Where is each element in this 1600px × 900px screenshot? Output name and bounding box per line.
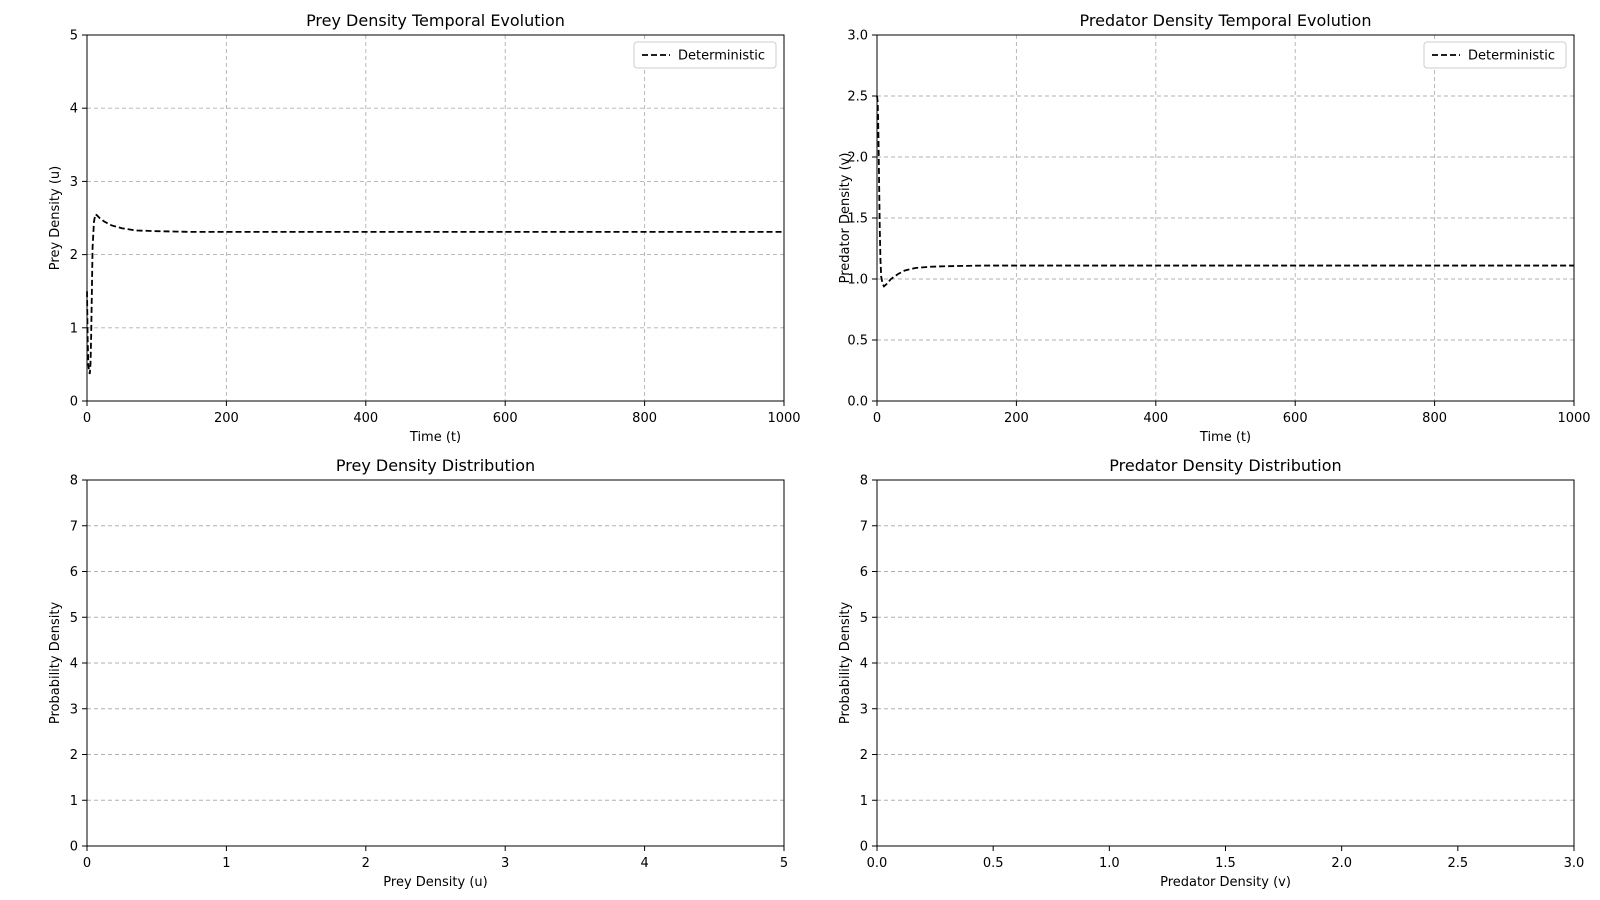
y-tick-label: 5 [860, 611, 868, 626]
chart-panel-3: 0 1 2 3 4 5 0 1 2 3 4 5 6 7 8 Prey Density Distribution… [48, 456, 788, 890]
y-tick-label: 7 [860, 519, 868, 534]
x-tick-label: 1000 [767, 411, 800, 426]
x-tick-label: 400 [353, 411, 378, 426]
x-tick-label: 2 [362, 856, 370, 871]
y-tick-label: 4 [70, 657, 78, 672]
grid [87, 525, 784, 801]
y-tick-label: 5 [70, 611, 78, 626]
y-tick-label: 1 [70, 794, 78, 809]
y-tick-label: 8 [70, 474, 78, 489]
chart-title: Prey Density Temporal Evolution [306, 11, 565, 30]
x-tick-label: 4 [640, 856, 648, 871]
y-tick-label: 6 [860, 565, 868, 580]
x-tick-label: 0.5 [983, 856, 1004, 871]
chart-panel-2: 0 200 400 600 800 1000 0.0 0.5 1.0 1.5 2.0 2.5 3.0 Pr… [838, 11, 1591, 445]
y-tick-label: 1 [860, 794, 868, 809]
y-tick-label: 0 [70, 395, 78, 410]
chart-panel-1: 0 200 400 600 800 1000 0 1 2 3 4 5 Prey Density Temp… [48, 11, 801, 445]
chart-title: Predator Density Distribution [1109, 456, 1341, 475]
x-tick-label: 3.0 [1564, 856, 1585, 871]
x-tick-label: 3 [501, 856, 509, 871]
x-tick-label: 1.0 [1099, 856, 1120, 871]
y-tick-label: 0 [860, 840, 868, 855]
y-tick-label: 0 [70, 840, 78, 855]
y-tick-label: 4 [860, 657, 868, 672]
grid [877, 35, 1574, 401]
y-axis-label: Predator Density (v) [838, 153, 853, 284]
x-tick-label: 800 [632, 411, 657, 426]
x-tick-label: 1000 [1557, 411, 1590, 426]
legend-box [633, 41, 777, 69]
plot-frame [876, 479, 1575, 847]
x-tick-label: 200 [1004, 411, 1029, 426]
chart-title: Prey Density Distribution [336, 456, 535, 475]
plot-frame [876, 34, 1575, 402]
chart-title: Predator Density Temporal Evolution [1080, 11, 1372, 30]
y-axis-label: Prey Density (u) [48, 166, 63, 270]
x-axis-label: Predator Density (v) [1160, 875, 1291, 890]
x-axis-label: Prey Density (u) [383, 875, 487, 890]
y-tick-label: 3 [70, 175, 78, 190]
y-tick-label: 2 [70, 748, 78, 763]
y-tick-label: 3 [860, 702, 868, 717]
x-tick-label: 0.0 [867, 856, 888, 871]
y-axis-label: Probability Density [838, 602, 853, 725]
y-tick-label: 7 [70, 519, 78, 534]
y-axis-label: Probability Density [48, 602, 63, 725]
y-tick-label: 2 [860, 748, 868, 763]
y-tick-label: 2.5 [847, 90, 868, 105]
x-tick-label: 0 [873, 411, 881, 426]
y-tick-label: 1 [70, 321, 78, 336]
y-tick-label: 6 [70, 565, 78, 580]
chart-panel-4: 0.0 0.5 1.0 1.5 2.0 2.5 3.0 0 1 2 3 4 5 6 7 8 Predator D… [838, 456, 1584, 890]
grid [877, 525, 1574, 801]
series-line-deterministic [876, 95, 1574, 288]
x-tick-label: 600 [493, 411, 518, 426]
x-axis-label: Time (t) [1199, 430, 1251, 445]
x-tick-label: 0 [83, 411, 91, 426]
legend-label: Deterministic [678, 49, 765, 64]
series-line-deterministic [86, 212, 784, 375]
y-tick-label: 0.0 [847, 395, 868, 410]
legend: Deterministic [1423, 41, 1567, 69]
y-tick-label: 3 [70, 702, 78, 717]
x-tick-label: 400 [1143, 411, 1168, 426]
legend-label: Deterministic [1468, 49, 1555, 64]
legend: Deterministic [633, 41, 777, 69]
legend-box [1423, 41, 1567, 69]
plot-frame [86, 34, 785, 402]
x-tick-label: 1.5 [1215, 856, 1236, 871]
grid [87, 35, 784, 401]
x-tick-label: 5 [780, 856, 788, 871]
y-tick-label: 1.5 [847, 212, 868, 227]
x-tick-label: 2.0 [1331, 856, 1352, 871]
plot-frame [86, 479, 785, 847]
y-tick-label: 8 [860, 474, 868, 489]
y-tick-label: 2.0 [847, 151, 868, 166]
y-tick-label: 0.5 [847, 334, 868, 349]
x-tick-label: 600 [1283, 411, 1308, 426]
y-tick-label: 5 [70, 29, 78, 44]
x-tick-label: 2.5 [1447, 856, 1468, 871]
x-tick-label: 1 [222, 856, 230, 871]
x-tick-label: 0 [83, 856, 91, 871]
y-tick-label: 2 [70, 248, 78, 263]
y-tick-label: 4 [70, 102, 78, 117]
x-tick-label: 200 [214, 411, 239, 426]
y-tick-label: 1.0 [847, 273, 868, 288]
y-tick-label: 3.0 [847, 29, 868, 44]
x-axis-label: Time (t) [409, 430, 461, 445]
x-tick-label: 800 [1422, 411, 1447, 426]
